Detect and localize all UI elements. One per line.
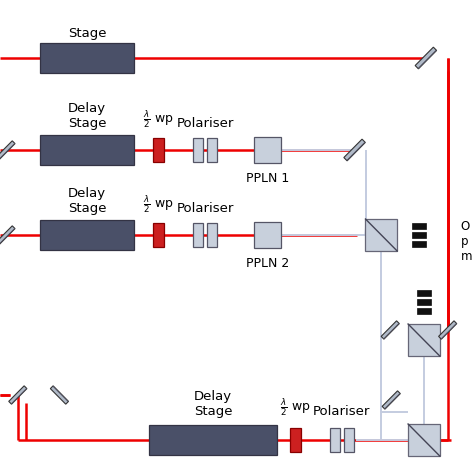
Text: $\frac{\lambda}{2}$ wp: $\frac{\lambda}{2}$ wp (280, 397, 310, 418)
Bar (365, 219, 397, 251)
Bar (193, 223, 203, 247)
Bar (153, 223, 164, 247)
Bar (207, 223, 217, 247)
Polygon shape (381, 321, 399, 339)
Polygon shape (0, 228, 15, 244)
Text: Stage: Stage (68, 27, 106, 40)
Bar (254, 222, 281, 248)
Polygon shape (344, 139, 365, 161)
Polygon shape (382, 391, 401, 409)
Polygon shape (9, 386, 27, 404)
Bar (153, 138, 164, 162)
Polygon shape (415, 47, 437, 69)
Polygon shape (346, 142, 365, 161)
Text: $\frac{\lambda}{2}$ wp: $\frac{\lambda}{2}$ wp (143, 194, 174, 215)
Bar (408, 324, 440, 356)
Text: Delay
Stage: Delay Stage (194, 390, 232, 418)
Polygon shape (384, 393, 401, 409)
Bar (344, 428, 354, 452)
Bar (408, 424, 440, 456)
Polygon shape (50, 386, 69, 404)
Bar (412, 241, 426, 247)
Polygon shape (53, 386, 69, 402)
Text: Polariser: Polariser (176, 202, 234, 215)
Polygon shape (418, 50, 437, 69)
Bar (290, 428, 301, 452)
Bar (148, 425, 277, 455)
Bar (412, 232, 426, 238)
Text: Polariser: Polariser (313, 405, 370, 418)
Text: Delay
Stage: Delay Stage (68, 102, 106, 130)
Polygon shape (0, 141, 15, 159)
Text: O
p
m: O p m (461, 220, 472, 263)
Text: $\frac{\lambda}{2}$ wp: $\frac{\lambda}{2}$ wp (143, 109, 174, 130)
Bar (193, 138, 203, 162)
Bar (417, 308, 431, 314)
Bar (417, 290, 431, 296)
Bar (417, 299, 431, 305)
Bar (40, 220, 134, 250)
Polygon shape (383, 323, 399, 339)
Polygon shape (0, 143, 15, 159)
Bar (207, 138, 217, 162)
Text: Polariser: Polariser (176, 117, 234, 130)
Bar (254, 137, 281, 163)
Polygon shape (441, 323, 457, 339)
Text: Delay
Stage: Delay Stage (68, 187, 106, 215)
Bar (330, 428, 340, 452)
Text: PPLN 1: PPLN 1 (246, 172, 289, 185)
Text: PPLN 2: PPLN 2 (246, 257, 289, 270)
Bar (40, 135, 134, 165)
Bar (40, 43, 134, 73)
Polygon shape (438, 321, 457, 339)
Polygon shape (11, 388, 27, 404)
Bar (412, 223, 426, 229)
Polygon shape (0, 226, 15, 244)
